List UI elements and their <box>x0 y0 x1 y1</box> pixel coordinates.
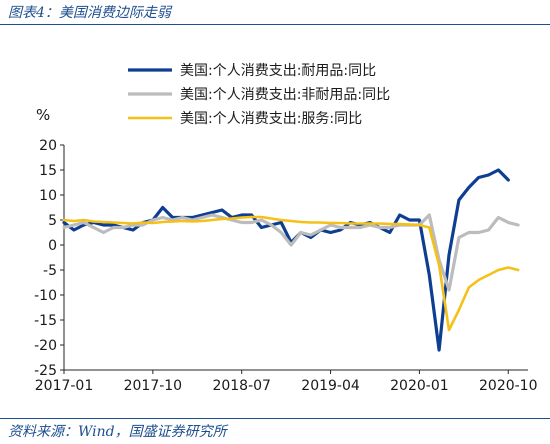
legend: 美国:个人消费支出:耐用品:同比美国:个人消费支出:非耐用品:同比美国:个人消费… <box>128 63 390 127</box>
y-tick-label: 5 <box>48 213 57 229</box>
x-tick-label: 2020-01 <box>390 378 449 394</box>
x-tick-label: 2020-10 <box>479 378 538 394</box>
legend-label-3: 美国:个人消费支出:服务:同比 <box>180 111 362 127</box>
x-tick-label: 2017-10 <box>124 378 183 394</box>
y-tick-label: 10 <box>39 188 57 204</box>
y-tick-label: 15 <box>39 163 57 179</box>
series-line-1 <box>62 168 510 352</box>
y-tick-label: -15 <box>34 313 57 329</box>
x-tick-label: 2018-07 <box>212 378 271 394</box>
y-tick-label: -5 <box>43 263 57 279</box>
x-tick-label: 2019-04 <box>301 378 360 394</box>
legend-label-1: 美国:个人消费支出:耐用品:同比 <box>180 63 376 79</box>
series-lines <box>62 168 520 352</box>
series-line-2 <box>62 213 520 292</box>
footer-rule <box>0 418 550 419</box>
y-tick-label: 20 <box>39 138 57 154</box>
header-rule <box>0 24 550 25</box>
x-ticks: 2017-01 2017-10 2018-07 2019-04 2020-01 2020-… <box>35 370 538 394</box>
line-chart: 美国:个人消费支出:耐用品:同比美国:个人消费支出:非耐用品:同比美国:个人消费… <box>34 63 538 394</box>
axes <box>63 145 528 371</box>
y-tick-label: -25 <box>34 363 57 379</box>
series-line-3 <box>62 215 520 332</box>
y-axis-unit-label: % <box>36 106 50 124</box>
y-ticks: -25 -20 -15 -10 -5 0 5 10 15 20 <box>34 138 64 379</box>
figure-title: 图表4：美国消费边际走弱 <box>8 5 171 21</box>
y-tick-label: -20 <box>34 338 57 354</box>
x-tick-label: 2017-01 <box>35 378 94 394</box>
y-tick-label: -10 <box>34 288 57 304</box>
legend-label-2: 美国:个人消费支出:非耐用品:同比 <box>180 87 390 103</box>
figure-source: 资料来源：Wind，国盛证券研究所 <box>8 424 227 440</box>
y-tick-label: 0 <box>48 238 57 254</box>
